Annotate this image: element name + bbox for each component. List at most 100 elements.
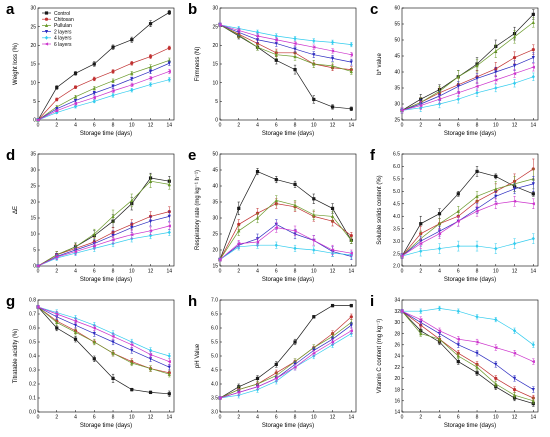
- series-line: [401, 183, 534, 257]
- panel-letter: c: [370, 1, 378, 18]
- data-point: [349, 69, 353, 74]
- panel-letter: f: [370, 147, 376, 164]
- y-tick-label: 4.5: [211, 368, 218, 374]
- data-point: [111, 351, 115, 355]
- y-tick-label: 35: [30, 152, 36, 158]
- x-axis-label: Storage time (days): [80, 277, 132, 283]
- series-line: [37, 59, 170, 121]
- y-tick-label: 0.1: [29, 396, 36, 402]
- y-axis-label: Vitamin C content (mg kg⁻¹): [377, 319, 383, 393]
- y-tick-label: 25: [394, 118, 400, 124]
- x-tick-label: 12: [512, 269, 518, 275]
- y-tick-label: 6.0: [393, 164, 400, 170]
- series-line: [37, 47, 170, 121]
- data-point: [167, 214, 171, 219]
- data-point: [111, 376, 115, 380]
- data-point: [148, 65, 153, 69]
- y-tick-label: 15: [212, 264, 218, 270]
- data-point: [512, 351, 517, 355]
- y-tick-label: 45: [212, 168, 218, 174]
- data-point: [475, 63, 479, 68]
- chart-svg-e: 15 20 25 30 35 40 45 50 0 2 4 6 8 10 12 14 Storage time …: [188, 147, 357, 283]
- data-point: [475, 76, 479, 81]
- x-tick-label: 0: [219, 269, 222, 275]
- chart-svg-g: 0.0 0.1 0.2 0.3 0.4 0.5 0.6 0.7 0.8 0 2 4 6 8 10 12 14 St…: [6, 293, 175, 429]
- legend-marker: [44, 11, 49, 15]
- x-tick-label: 6: [93, 123, 96, 129]
- series-line: [401, 178, 534, 257]
- x-tick-label: 12: [330, 415, 336, 421]
- x-tick-label: 14: [167, 269, 173, 275]
- data-point: [293, 47, 297, 51]
- data-point: [512, 34, 517, 39]
- data-point: [494, 317, 498, 322]
- data-point: [475, 90, 479, 95]
- data-point: [349, 304, 353, 308]
- y-axis-label: Firmness (N): [195, 47, 201, 82]
- x-tick-label: 10: [129, 123, 135, 129]
- data-point: [73, 85, 78, 89]
- data-point: [475, 209, 479, 213]
- y-tick-label: 0.6: [29, 326, 36, 332]
- data-point: [531, 192, 535, 196]
- y-tick-label: 3.5: [211, 396, 218, 402]
- data-point: [167, 61, 171, 66]
- y-tick-label: 4.5: [393, 201, 400, 207]
- data-point: [274, 52, 278, 57]
- data-point: [456, 309, 460, 314]
- data-point: [456, 337, 460, 341]
- data-point: [274, 376, 278, 380]
- y-tick-label: 0.4: [29, 354, 36, 360]
- data-point: [312, 197, 316, 201]
- plot-frame: [219, 299, 357, 413]
- data-point: [475, 371, 479, 375]
- x-axis-label: Storage time (days): [80, 131, 132, 137]
- plot-frame: [219, 153, 357, 267]
- data-point: [475, 351, 479, 356]
- data-point: [419, 309, 423, 314]
- series-6-layers: [218, 327, 353, 400]
- data-point: [92, 96, 96, 100]
- y-tick-label: 15: [30, 216, 36, 222]
- y-tick-label: 20: [30, 43, 36, 49]
- y-tick-label: 15: [212, 62, 218, 68]
- series-line: [219, 24, 352, 56]
- x-tick-label: 0: [219, 415, 222, 421]
- data-point: [349, 234, 353, 238]
- data-point: [456, 343, 460, 347]
- legend-label: 2 layers: [54, 29, 72, 35]
- x-tick-label: 8: [476, 415, 479, 421]
- data-point: [92, 91, 96, 96]
- chart-svg-c: 25 30 35 40 45 50 55 60 0 2 4 6 8 10 12 14 Storage time …: [370, 1, 539, 137]
- data-point: [111, 89, 115, 93]
- data-point: [349, 329, 353, 333]
- data-point: [73, 101, 78, 106]
- data-point: [349, 323, 353, 328]
- data-point: [493, 202, 498, 206]
- data-point: [92, 77, 96, 81]
- data-point: [218, 23, 222, 27]
- y-tick-label: 0.3: [29, 368, 36, 374]
- data-point: [531, 182, 535, 186]
- data-point: [330, 304, 335, 308]
- data-point: [311, 45, 316, 49]
- x-tick-label: 2: [55, 123, 58, 129]
- data-point: [437, 232, 442, 236]
- y-tick-label: 4.0: [211, 382, 218, 388]
- data-point: [111, 45, 115, 49]
- data-point: [274, 243, 278, 248]
- series-line: [219, 24, 352, 110]
- chart-svg-a: 0 5 10 15 20 25 30 0 2 4 6 8 10 12 14 Storage time (day…: [6, 1, 175, 137]
- data-point: [73, 98, 78, 103]
- data-point: [130, 88, 134, 93]
- data-point: [349, 60, 353, 65]
- series-control: [36, 9, 171, 122]
- series-line: [37, 306, 170, 368]
- data-point: [167, 46, 171, 50]
- data-point: [437, 97, 442, 101]
- data-point: [92, 86, 96, 90]
- data-point: [512, 241, 517, 246]
- data-point: [475, 244, 479, 249]
- y-tick-label: 4.0: [393, 214, 400, 220]
